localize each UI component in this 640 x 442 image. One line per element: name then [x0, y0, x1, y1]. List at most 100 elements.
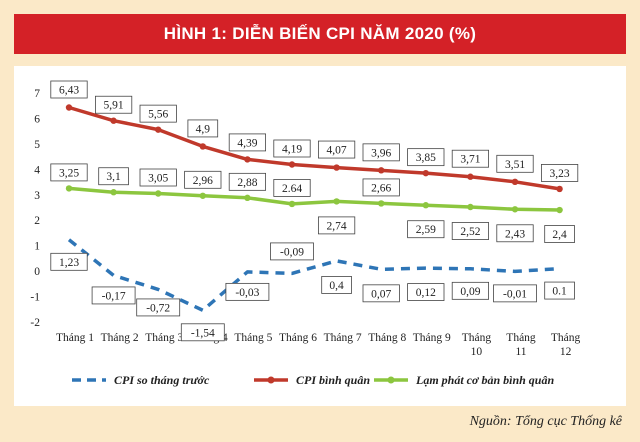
data-label-box: [270, 242, 314, 261]
data-point: [333, 164, 340, 171]
data-label: 2,74: [327, 220, 347, 232]
data-point: [244, 156, 251, 163]
data-label-box: [184, 170, 222, 189]
data-label-box: [50, 163, 88, 182]
data-label: -0,03: [235, 287, 259, 299]
source-note: Nguồn: Tổng cục Thống kê: [469, 414, 622, 429]
x-tick-label: Tháng: [551, 332, 581, 344]
data-label-box: [95, 95, 133, 114]
y-tick-label: 0: [34, 266, 40, 278]
data-label: -0,09: [280, 246, 304, 258]
x-tick-label: Tháng: [462, 332, 492, 344]
data-label-box: [317, 140, 356, 159]
data-label-box: [362, 178, 400, 197]
x-tick-label: 11: [515, 346, 526, 358]
data-label: 4,39: [237, 137, 257, 149]
data-point: [467, 173, 474, 180]
data-label: 2,96: [193, 175, 213, 187]
data-point: [65, 104, 73, 111]
legend-marker: [387, 376, 395, 384]
data-label-box: [407, 148, 445, 167]
y-tick-label: 3: [34, 190, 40, 202]
series-line: [68, 186, 560, 212]
data-label: 0,09: [460, 286, 480, 298]
data-label: 3,96: [371, 147, 391, 159]
data-label-box: [496, 154, 534, 173]
data-point: [244, 194, 251, 202]
x-tick-label: Tháng 1: [56, 332, 94, 344]
data-label-box: [451, 149, 490, 168]
data-label: 3,1: [106, 171, 121, 183]
data-label-box: [187, 119, 219, 138]
series-line: [67, 238, 560, 313]
data-label: 5,56: [148, 109, 168, 121]
legend-marker: [267, 376, 275, 384]
data-label-box: [407, 220, 445, 239]
legend-label: Lạm phát cơ bản bình quân: [415, 373, 554, 387]
data-label-box: [136, 298, 181, 317]
y-tick-label: 2: [34, 215, 40, 227]
data-label: 2.64: [282, 183, 302, 195]
y-tick-label: 4: [34, 164, 40, 176]
data-label: 3,05: [148, 173, 168, 185]
data-point: [378, 200, 385, 207]
data-point: [288, 200, 296, 208]
data-label: 0,12: [416, 287, 436, 299]
data-label-box: [50, 80, 88, 99]
data-label-box: [139, 104, 177, 123]
data-point: [511, 206, 519, 213]
data-label-box: [451, 281, 490, 300]
data-label: 2,52: [460, 226, 480, 238]
data-label: 3,23: [550, 168, 570, 180]
data-label: 2,88: [237, 177, 257, 189]
data-label: 3,85: [416, 152, 436, 164]
data-point: [422, 202, 429, 209]
x-tick-label: Tháng 8: [368, 332, 406, 344]
data-label: 4,19: [282, 143, 302, 155]
data-point: [333, 198, 340, 205]
data-label-box: [362, 284, 400, 303]
data-point: [288, 161, 296, 168]
data-label: -0,17: [102, 290, 126, 302]
data-label-box: [317, 216, 356, 235]
data-label-box: [225, 282, 270, 301]
chart-title: HÌNH 1: DIỄN BIẾN CPI NĂM 2020 (%): [14, 14, 626, 54]
data-label: -0,01: [503, 288, 527, 300]
data-label: 3,71: [460, 154, 480, 166]
data-label-box: [451, 222, 490, 240]
data-point: [110, 189, 117, 196]
y-tick-label: -1: [30, 292, 40, 304]
data-point: [556, 206, 563, 214]
data-label: 2,4: [552, 229, 567, 241]
data-label-box: [98, 167, 129, 186]
data-label-box: [496, 224, 534, 243]
data-label: 5,91: [104, 100, 124, 112]
data-label: 4,07: [327, 145, 347, 157]
data-label-box: [273, 179, 311, 197]
x-tick-label: Tháng 2: [101, 332, 139, 344]
data-label-box: [541, 164, 579, 182]
x-tick-label: Tháng 9: [413, 332, 451, 344]
data-point: [378, 167, 385, 174]
y-tick-label: 7: [34, 88, 40, 100]
x-tick-label: Tháng: [506, 332, 536, 344]
data-label: 0.1: [552, 286, 567, 298]
x-tick-label: Tháng 3: [145, 332, 183, 344]
data-label: -1,54: [191, 327, 215, 339]
y-tick-label: 5: [34, 139, 40, 151]
data-label-box: [362, 143, 400, 162]
x-tick-label: 12: [560, 346, 572, 358]
y-tick-label: 1: [34, 241, 40, 253]
data-point: [155, 190, 162, 197]
data-label: 6,43: [59, 85, 79, 97]
data-label-box: [544, 225, 575, 243]
data-label-box: [139, 168, 177, 187]
data-label: -0,72: [146, 302, 170, 314]
data-label: 1,23: [59, 257, 79, 269]
data-label-box: [228, 133, 266, 152]
y-tick-label: 6: [34, 113, 40, 125]
x-tick-label: 10: [471, 346, 483, 358]
